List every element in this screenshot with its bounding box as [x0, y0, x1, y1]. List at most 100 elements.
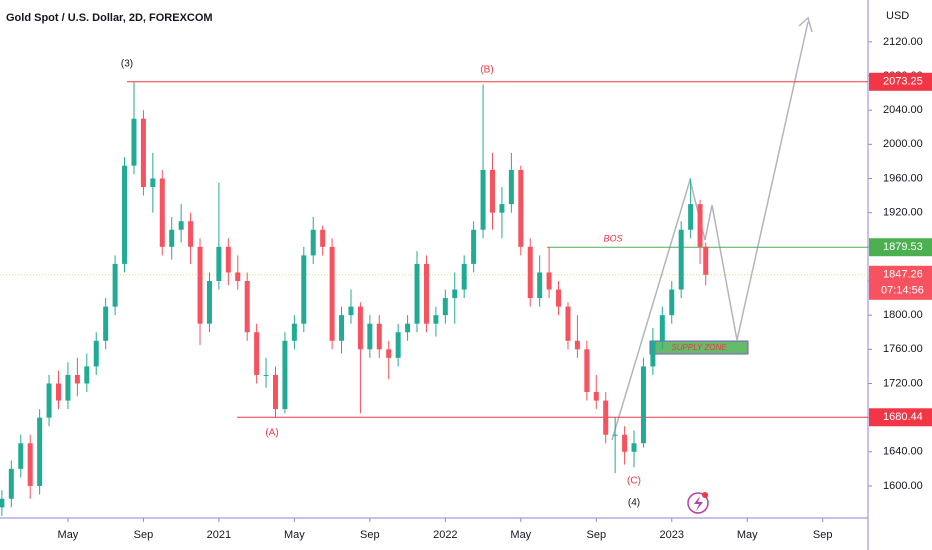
level-price-box: [869, 408, 932, 427]
candle-body: [122, 165, 128, 264]
candle-body: [282, 340, 288, 410]
level-price-label: 1680.44: [883, 411, 923, 423]
candle-body: [197, 246, 203, 324]
candle-body: [433, 315, 439, 324]
level-price-box: [869, 238, 932, 257]
candle-body: [0, 498, 5, 508]
candle-body: [452, 289, 458, 299]
candle-body: [556, 289, 562, 307]
candle-body: [55, 383, 61, 401]
candle-body: [650, 340, 656, 367]
candle-body: [461, 263, 467, 290]
candle-body: [244, 280, 250, 333]
candle-body: [584, 349, 590, 393]
candle-body: [593, 392, 599, 401]
candle-body: [140, 118, 146, 188]
projection-arrow: [798, 16, 813, 33]
x-tick-label: Sep: [360, 529, 380, 541]
annotation: (A): [265, 428, 278, 439]
alert-icon[interactable]: [687, 492, 709, 514]
candle-body: [480, 169, 486, 230]
x-tick-label: 2023: [660, 529, 684, 541]
candle-body: [131, 118, 137, 166]
candle-body: [659, 315, 665, 341]
candle-body: [65, 374, 71, 401]
candle-body: [603, 400, 609, 435]
candle-body: [640, 366, 646, 444]
y-tick-label: 2120.00: [883, 36, 923, 48]
x-tick-label: Sep: [813, 529, 833, 541]
candle-body: [18, 443, 24, 469]
candle-body: [508, 169, 514, 205]
x-tick-label: May: [284, 529, 305, 541]
y-tick-label: 1960.00: [883, 172, 923, 184]
candle-body: [612, 434, 618, 436]
annotation: SUPPLY ZONE: [671, 343, 727, 352]
alert-bolt: [694, 496, 703, 511]
x-tick-label: May: [58, 529, 79, 541]
last-price-label: 1847.26: [883, 269, 923, 281]
y-tick-label: 2040.00: [883, 104, 923, 116]
countdown-label: 07:14:56: [881, 285, 924, 297]
candle-body: [93, 340, 99, 367]
candle-body: [527, 246, 533, 299]
candle-body: [84, 366, 90, 384]
y-tick-label: 1800.00: [883, 309, 923, 321]
y-tick-label: 2000.00: [883, 138, 923, 150]
x-tick-label: May: [737, 529, 758, 541]
candle-body: [225, 246, 231, 273]
annotation: (4): [628, 498, 640, 509]
candle-body: [622, 434, 628, 452]
candle-body: [357, 306, 363, 350]
candle-body: [74, 374, 80, 384]
candle-body: [320, 229, 326, 247]
annotation: (B): [480, 65, 493, 76]
candle-body: [27, 443, 33, 486]
candle-body: [565, 306, 571, 341]
candle-body: [499, 204, 505, 213]
candle-body: [329, 246, 335, 341]
candle-body: [301, 255, 307, 324]
candle-body: [254, 332, 260, 375]
candle-body: [291, 323, 297, 341]
x-tick-label: 2021: [207, 529, 231, 541]
currency-label: USD: [886, 10, 909, 22]
candle-body: [150, 178, 156, 188]
level-price-box: [869, 72, 932, 91]
candle-body: [386, 349, 392, 358]
candle-body: [37, 417, 43, 486]
candle-body: [216, 246, 222, 281]
candle-body: [678, 229, 684, 290]
y-tick-label: 1920.00: [883, 207, 923, 219]
chart-title: Gold Spot / U.S. Dollar, 2D, FOREXCOM: [6, 12, 213, 24]
candle-body: [8, 468, 14, 499]
candle-body: [178, 221, 184, 230]
candle-body: [414, 263, 420, 324]
candle-body: [423, 263, 429, 324]
candle-body: [703, 246, 709, 275]
candle-body: [376, 323, 382, 350]
x-tick-label: May: [510, 529, 531, 541]
projection-path: [611, 21, 809, 441]
alert-dot: [702, 492, 708, 498]
candle-body: [310, 229, 316, 256]
x-tick-label: 2022: [433, 529, 457, 541]
candle-body: [206, 280, 212, 324]
candle-body: [188, 221, 194, 247]
candle-body: [169, 229, 175, 247]
x-tick-label: Sep: [586, 529, 606, 541]
supply-zone-box: [649, 340, 749, 355]
x-tick-label: Sep: [134, 529, 154, 541]
candle-body: [489, 169, 495, 213]
candle-body: [103, 306, 109, 341]
candle-body: [405, 323, 411, 333]
candle-body: [46, 383, 52, 418]
candle-body: [367, 323, 373, 350]
level-price-label: 1879.53: [883, 241, 923, 253]
y-tick-label: 1760.00: [883, 343, 923, 355]
candle-body: [688, 204, 694, 230]
candle-body: [669, 289, 675, 316]
candle-body: [442, 298, 448, 316]
candle-body: [348, 306, 354, 316]
